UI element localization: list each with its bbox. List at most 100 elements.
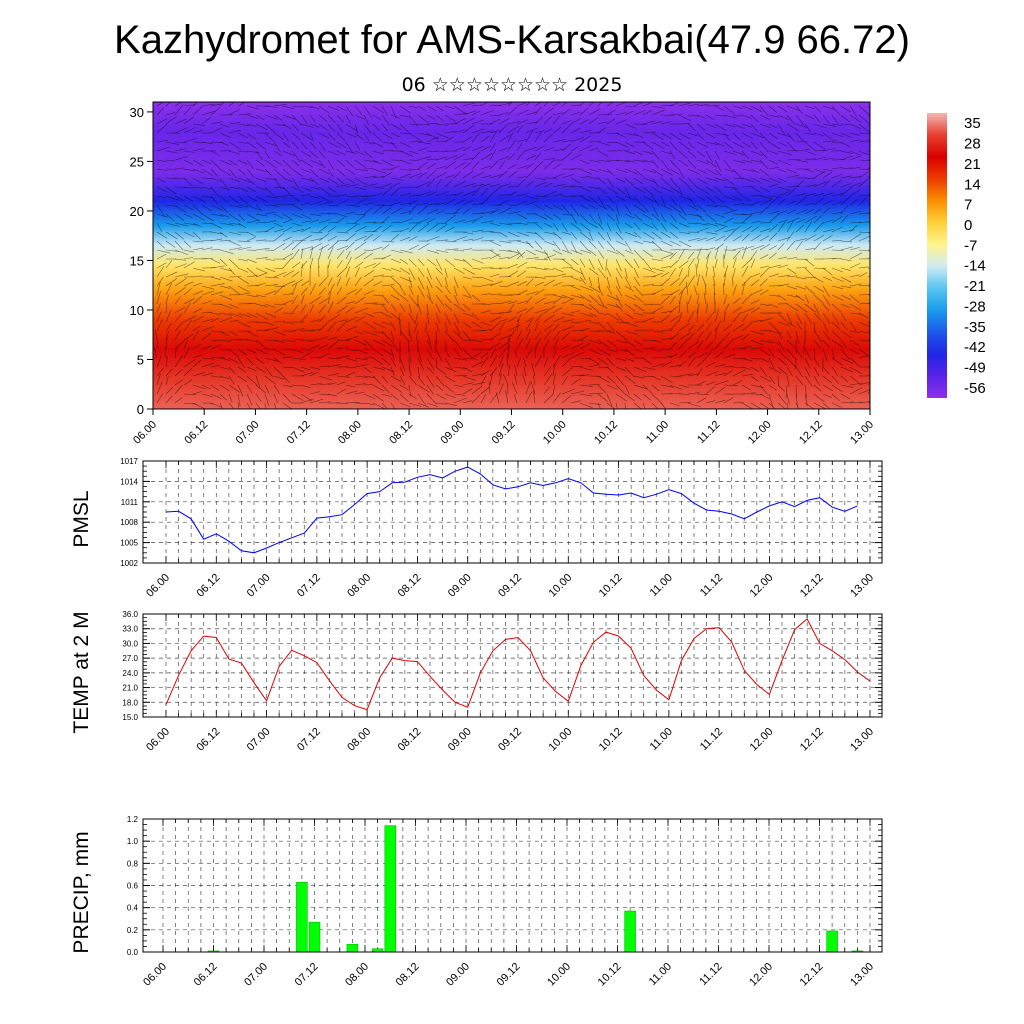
- y-tick-label: 18.0: [122, 698, 138, 707]
- x-tick-label: 10.12: [596, 961, 624, 989]
- grid-lines: [143, 614, 882, 717]
- y-axis-label: TEMP at 2 M: [70, 611, 93, 733]
- x-tick-label: 09.00: [446, 572, 474, 600]
- precip-bar: [826, 930, 838, 953]
- x-tick-label: 08.12: [396, 726, 424, 754]
- x-tick-label: 09.12: [496, 726, 524, 754]
- series-line: [165, 466, 858, 554]
- x-tick-label: 10.12: [592, 419, 620, 447]
- pmsl-chart: 1002 1005 1008 1011 1014 1017 06.00 06.12 07.00 0…: [70, 457, 883, 600]
- page-title: Kazhydromet for AMS-Karsakbai(47.9 66.72…: [114, 18, 910, 62]
- y-tick-label: 27.0: [122, 654, 138, 663]
- x-tick-label: 07.12: [285, 419, 313, 447]
- y-tick-label: 0.0: [127, 948, 139, 957]
- x-tick-label: 07.12: [295, 572, 323, 600]
- y-tick-label: 1005: [120, 539, 138, 548]
- x-tick-label: 06.00: [131, 419, 159, 447]
- x-tick-label: 09.00: [444, 961, 472, 989]
- x-tick-label: 11.00: [647, 961, 674, 988]
- x-tick-label: 11.12: [698, 572, 725, 599]
- y-tick-label: 20: [130, 204, 144, 219]
- colorbar-label: -42: [964, 339, 986, 356]
- x-tick-label: 07.00: [245, 726, 273, 754]
- x-tick-label: 08.12: [394, 961, 422, 989]
- colorbar-label: -35: [964, 319, 986, 336]
- y-tick-label: 30.0: [122, 639, 138, 648]
- x-tick-label: 12.12: [798, 961, 826, 989]
- x-tick-label: 12.00: [746, 419, 774, 447]
- x-tick-label: 11.12: [697, 961, 724, 988]
- x-tick-label: 08.00: [343, 961, 371, 989]
- colorbar-legend: 35 28 21 14 7 0 -7 -14 -21 -28 -35 -42 -49 -56: [927, 113, 986, 398]
- x-tick-label: 12.00: [747, 961, 775, 989]
- x-tick-label: 10.00: [545, 961, 573, 989]
- x-tick-label: 10.12: [597, 726, 625, 754]
- x-tick-label: 09.00: [446, 726, 474, 754]
- y-axis-label: PRECIP, mm: [70, 831, 93, 953]
- x-tick-label: 09.12: [496, 572, 524, 600]
- y-tick-label: 25: [130, 154, 144, 169]
- x-tick-label: 13.00: [848, 572, 876, 600]
- y-tick-label: 0.6: [127, 882, 139, 891]
- precip-chart: 0.0 0.2 0.4 0.6 0.8 1.0 1.2 06.00 06.12 07.00 07.1…: [70, 815, 883, 989]
- y-axis-label: PMSL: [70, 490, 93, 547]
- wind-vectors: [153, 102, 870, 409]
- colorbar-label: -49: [964, 359, 986, 376]
- x-tick-label: 12.00: [748, 726, 776, 754]
- x-tick-label: 06.12: [192, 961, 220, 989]
- y-tick-label: 30: [130, 105, 144, 120]
- x-tick-label: 06.12: [182, 419, 210, 447]
- colorbar-label: 7: [964, 197, 972, 214]
- x-tick-label: 07.00: [242, 961, 270, 989]
- y-tick-label: 0.8: [127, 859, 139, 868]
- x-tick-label: 08.00: [345, 572, 373, 600]
- x-tick-label: 10.00: [541, 419, 569, 447]
- y-tick-label: 36.0: [122, 610, 138, 619]
- x-tick-label: 11.12: [698, 726, 725, 753]
- grid-lines: [143, 461, 882, 563]
- x-tick-label: 09.00: [438, 419, 466, 447]
- x-tick-label: 09.12: [495, 961, 523, 989]
- y-tick-label: 15: [130, 253, 144, 268]
- x-tick-label: 06.00: [144, 572, 172, 600]
- x-tick-label: 08.12: [396, 572, 424, 600]
- temperature-wind-crosssection: 0 5 10 15 20 25 30 06.00 06.12 07.00 07.12 08.00 08.…: [130, 101, 876, 447]
- y-tick-label: 15.0: [122, 713, 138, 722]
- x-tick-label: 10.00: [546, 726, 574, 754]
- precip-bar: [384, 825, 397, 953]
- y-tick-label: 1011: [121, 498, 139, 507]
- x-tick-label: 06.12: [194, 726, 222, 754]
- colorbar-gradient: [927, 113, 947, 398]
- x-tick-label: 06.00: [141, 961, 169, 989]
- colorbar-label: -56: [964, 380, 986, 397]
- x-tick-label: 11.00: [648, 726, 675, 753]
- y-tick-label: 1.0: [127, 837, 139, 846]
- colorbar-label: 21: [964, 156, 981, 173]
- y-tick-label: 1014: [120, 477, 138, 486]
- x-tick-label: 06.00: [144, 726, 172, 754]
- series-line: [165, 618, 871, 711]
- colorbar-label: -7: [964, 237, 977, 254]
- y-tick-label: 21.0: [122, 684, 138, 693]
- x-tick-label: 10.00: [546, 572, 574, 600]
- y-tick-label: 0.4: [127, 904, 139, 913]
- y-tick-label: 0: [137, 402, 144, 417]
- x-tick-label: 13.00: [848, 961, 876, 989]
- x-tick-label: 06.12: [194, 572, 222, 600]
- y-tick-label: 24.0: [122, 669, 138, 678]
- colorbar-label: 28: [964, 136, 981, 153]
- y-tick-label: 1008: [120, 518, 138, 527]
- colorbar-label: -28: [964, 298, 986, 315]
- colorbar-label: -21: [964, 278, 986, 295]
- y-tick-label: 5: [137, 352, 144, 367]
- x-tick-label: 12.12: [798, 572, 826, 600]
- precip-bar: [624, 910, 636, 953]
- y-tick-label: 0.2: [127, 926, 139, 935]
- x-tick-label: 12.12: [798, 726, 826, 754]
- x-tick-label: 09.12: [490, 419, 518, 447]
- y-tick-label: 10: [130, 303, 144, 318]
- grid-lines: [143, 819, 882, 952]
- x-tick-label: 11.12: [695, 419, 722, 446]
- colorbar-label: 14: [964, 176, 981, 193]
